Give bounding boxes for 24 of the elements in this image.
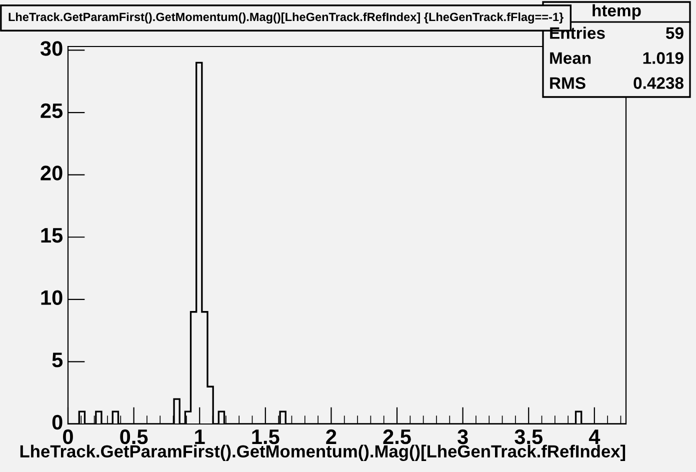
- x-tick-label: 0: [63, 429, 73, 444]
- text: htemp: [592, 4, 641, 20]
- y-tick-label: 15: [41, 228, 63, 243]
- text: 1.019: [643, 52, 684, 64]
- y-tick-label: 20: [40, 166, 62, 180]
- y-tick-label: 30: [40, 41, 62, 56]
- annotation: Mean: [550, 52, 591, 64]
- x-tick-label: 4: [588, 430, 600, 444]
- x-tick-label: 3: [457, 429, 468, 444]
- x-tick-label: 1: [195, 430, 205, 444]
- annotation: RMS: [550, 77, 586, 89]
- y-tick-label: 25: [40, 103, 63, 118]
- x-tick-label: 2.5: [383, 429, 411, 444]
- x-tick-label: 2: [326, 429, 336, 444]
- x-tick-label: 1.5: [252, 430, 280, 444]
- y-tick-label: 10: [41, 290, 62, 306]
- y-tick-label: 5: [52, 352, 63, 368]
- chart-title: LheTrack.GetParamFirst().GetMomentum().Mag()[LheGenTrack.fRefIndex] {LheGenTrack.fFlag==-1}: [8, 12, 564, 24]
- x-axis-title: LheTrack.GetParamFirst().GetMomentum().Mag()[LheGenTrack.fRefIndex]: [20, 444, 626, 462]
- text: 0.4238: [634, 77, 684, 89]
- x-tick-label: 3.5: [514, 429, 543, 444]
- x-tick-label: 0.5: [120, 429, 148, 444]
- text: 59: [666, 27, 684, 39]
- y-tick-label: 0: [52, 414, 62, 430]
